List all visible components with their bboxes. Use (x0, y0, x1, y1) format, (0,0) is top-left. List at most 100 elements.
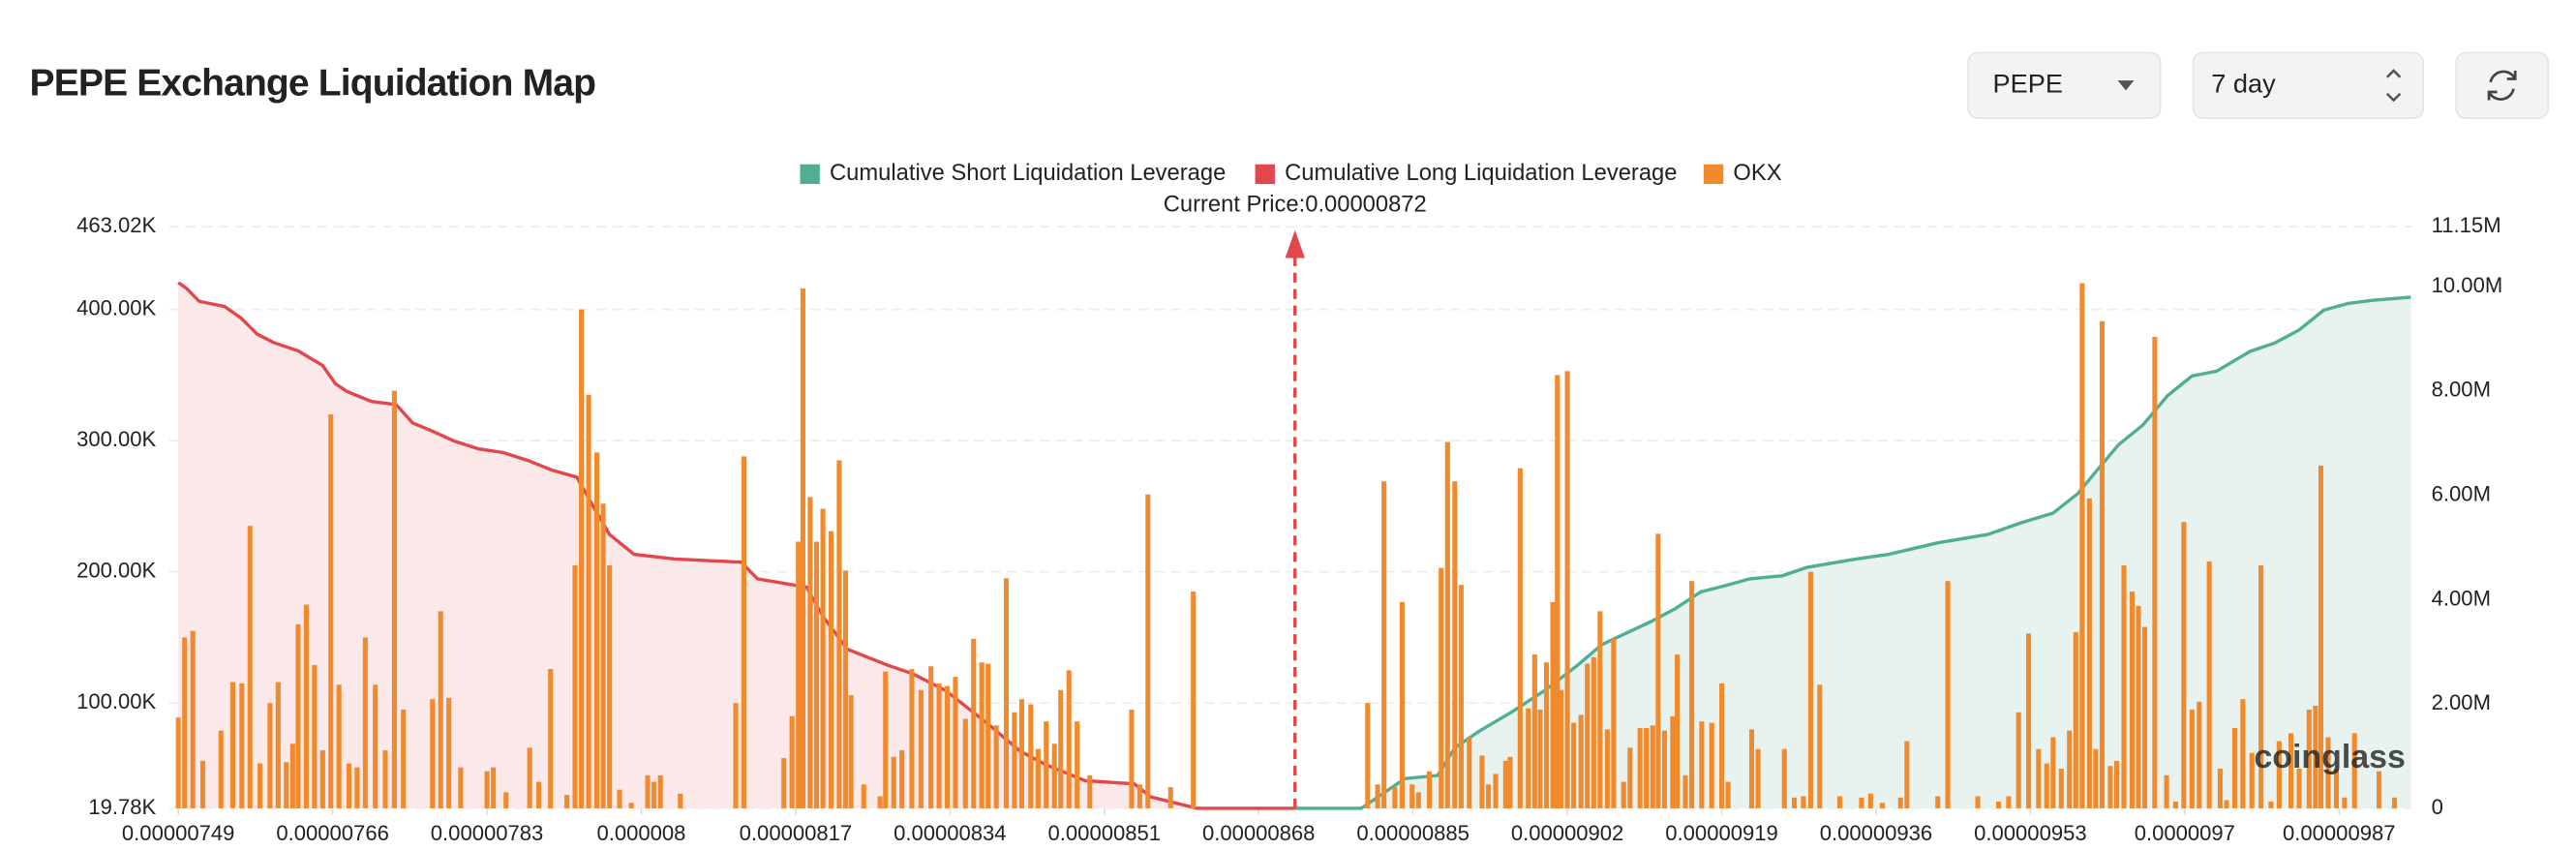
bar (1755, 748, 1761, 808)
dropdown-caret[interactable] (2117, 80, 2135, 91)
legend-swatch (1255, 164, 1275, 185)
y-tick-label: 19.78K (88, 795, 156, 819)
x-tick-label: 0.00000953 (1974, 821, 2086, 845)
bar (1028, 704, 1034, 808)
bar (2015, 712, 2021, 808)
coin-select[interactable]: PEPE (1967, 51, 2162, 120)
bar (807, 497, 813, 808)
bar (1426, 771, 1433, 808)
bar (1904, 741, 1910, 808)
bar (962, 718, 968, 808)
bar (678, 793, 683, 808)
y-tick-label: 400.00K (76, 295, 156, 319)
bar (275, 682, 281, 808)
refresh-button[interactable] (2455, 51, 2549, 120)
x-tick-label: 0.000008 (596, 821, 685, 845)
bar (319, 750, 325, 808)
bar (1035, 748, 1041, 808)
y2-tick-label: 11.15M (2432, 213, 2501, 237)
bar (548, 668, 554, 808)
bar (652, 781, 657, 808)
bar (1836, 796, 1842, 808)
bar (1725, 781, 1731, 808)
refresh-icon[interactable] (2487, 70, 2517, 101)
y2-tick-label: 8.00M (2432, 378, 2491, 402)
bar (484, 771, 490, 808)
bar (1531, 654, 1537, 808)
bar (2107, 766, 2113, 808)
coin-select-text[interactable]: PEPE (1993, 68, 2063, 98)
bar (2376, 771, 2382, 808)
bar (1381, 481, 1387, 808)
bar (438, 611, 443, 808)
bar (2073, 632, 2078, 808)
bar (336, 684, 342, 808)
bar (645, 774, 651, 808)
bar (267, 703, 273, 808)
bar (1066, 670, 1072, 808)
bar (1604, 729, 1610, 808)
bar (1689, 581, 1695, 808)
bar (1801, 796, 1806, 808)
bar (1550, 601, 1556, 808)
bar (2142, 626, 2148, 808)
bar (1699, 721, 1705, 808)
bar (971, 638, 977, 808)
bar (1444, 441, 1450, 808)
refresh-button-box[interactable] (2455, 51, 2549, 120)
bar (1682, 774, 1688, 808)
bar (572, 564, 578, 808)
bar (2206, 561, 2212, 808)
bar (1817, 684, 1823, 808)
stepper-icon[interactable] (2385, 69, 2402, 103)
period-select-text[interactable]: 7 day (2211, 68, 2276, 98)
bar (1859, 797, 1864, 808)
bar (2006, 796, 2012, 808)
bar (1051, 744, 1057, 808)
period-select[interactable]: 7 day (2192, 51, 2425, 120)
bar (2121, 564, 2127, 808)
x-tick-label: 0.00000834 (894, 821, 1006, 845)
period-select-box[interactable] (2192, 51, 2425, 120)
bar (979, 662, 985, 808)
bar (1452, 481, 1458, 808)
bar (2067, 730, 2073, 808)
bar (1571, 722, 1577, 808)
bar (909, 668, 915, 808)
y-tick-label: 100.00K (76, 689, 156, 713)
bar (842, 570, 849, 808)
bar (2231, 727, 2237, 808)
bar (1650, 725, 1655, 808)
bar (617, 789, 622, 808)
bar (2276, 741, 2282, 808)
bar (741, 456, 747, 808)
current-price-arrow (1285, 229, 1305, 258)
bar (1145, 494, 1151, 808)
bar (883, 671, 889, 808)
bar (373, 684, 379, 808)
bar (1597, 611, 1603, 808)
bar (2249, 752, 2255, 808)
bar (1075, 721, 1080, 808)
y2-tick-label: 0 (2432, 795, 2443, 819)
bar (1392, 786, 1398, 808)
bar (303, 604, 309, 808)
bar (848, 695, 854, 808)
coin-select-box[interactable] (1967, 51, 2162, 120)
bar (1945, 581, 1951, 808)
bar (527, 747, 532, 808)
bar (175, 717, 181, 808)
bar (1003, 578, 1010, 808)
x-tick-label: 0.00000868 (1202, 821, 1315, 845)
bar (1044, 721, 1049, 808)
x-tick-label: 0.00000902 (1511, 821, 1623, 845)
bar (1611, 638, 1617, 808)
x-tick-label: 0.00000919 (1665, 821, 1777, 845)
bar (1409, 784, 1415, 808)
bar (1718, 683, 1725, 808)
bar (354, 767, 360, 808)
bar (899, 750, 905, 808)
bar (836, 460, 842, 808)
bar (182, 637, 188, 808)
y2-tick-label: 10.00M (2432, 273, 2503, 297)
